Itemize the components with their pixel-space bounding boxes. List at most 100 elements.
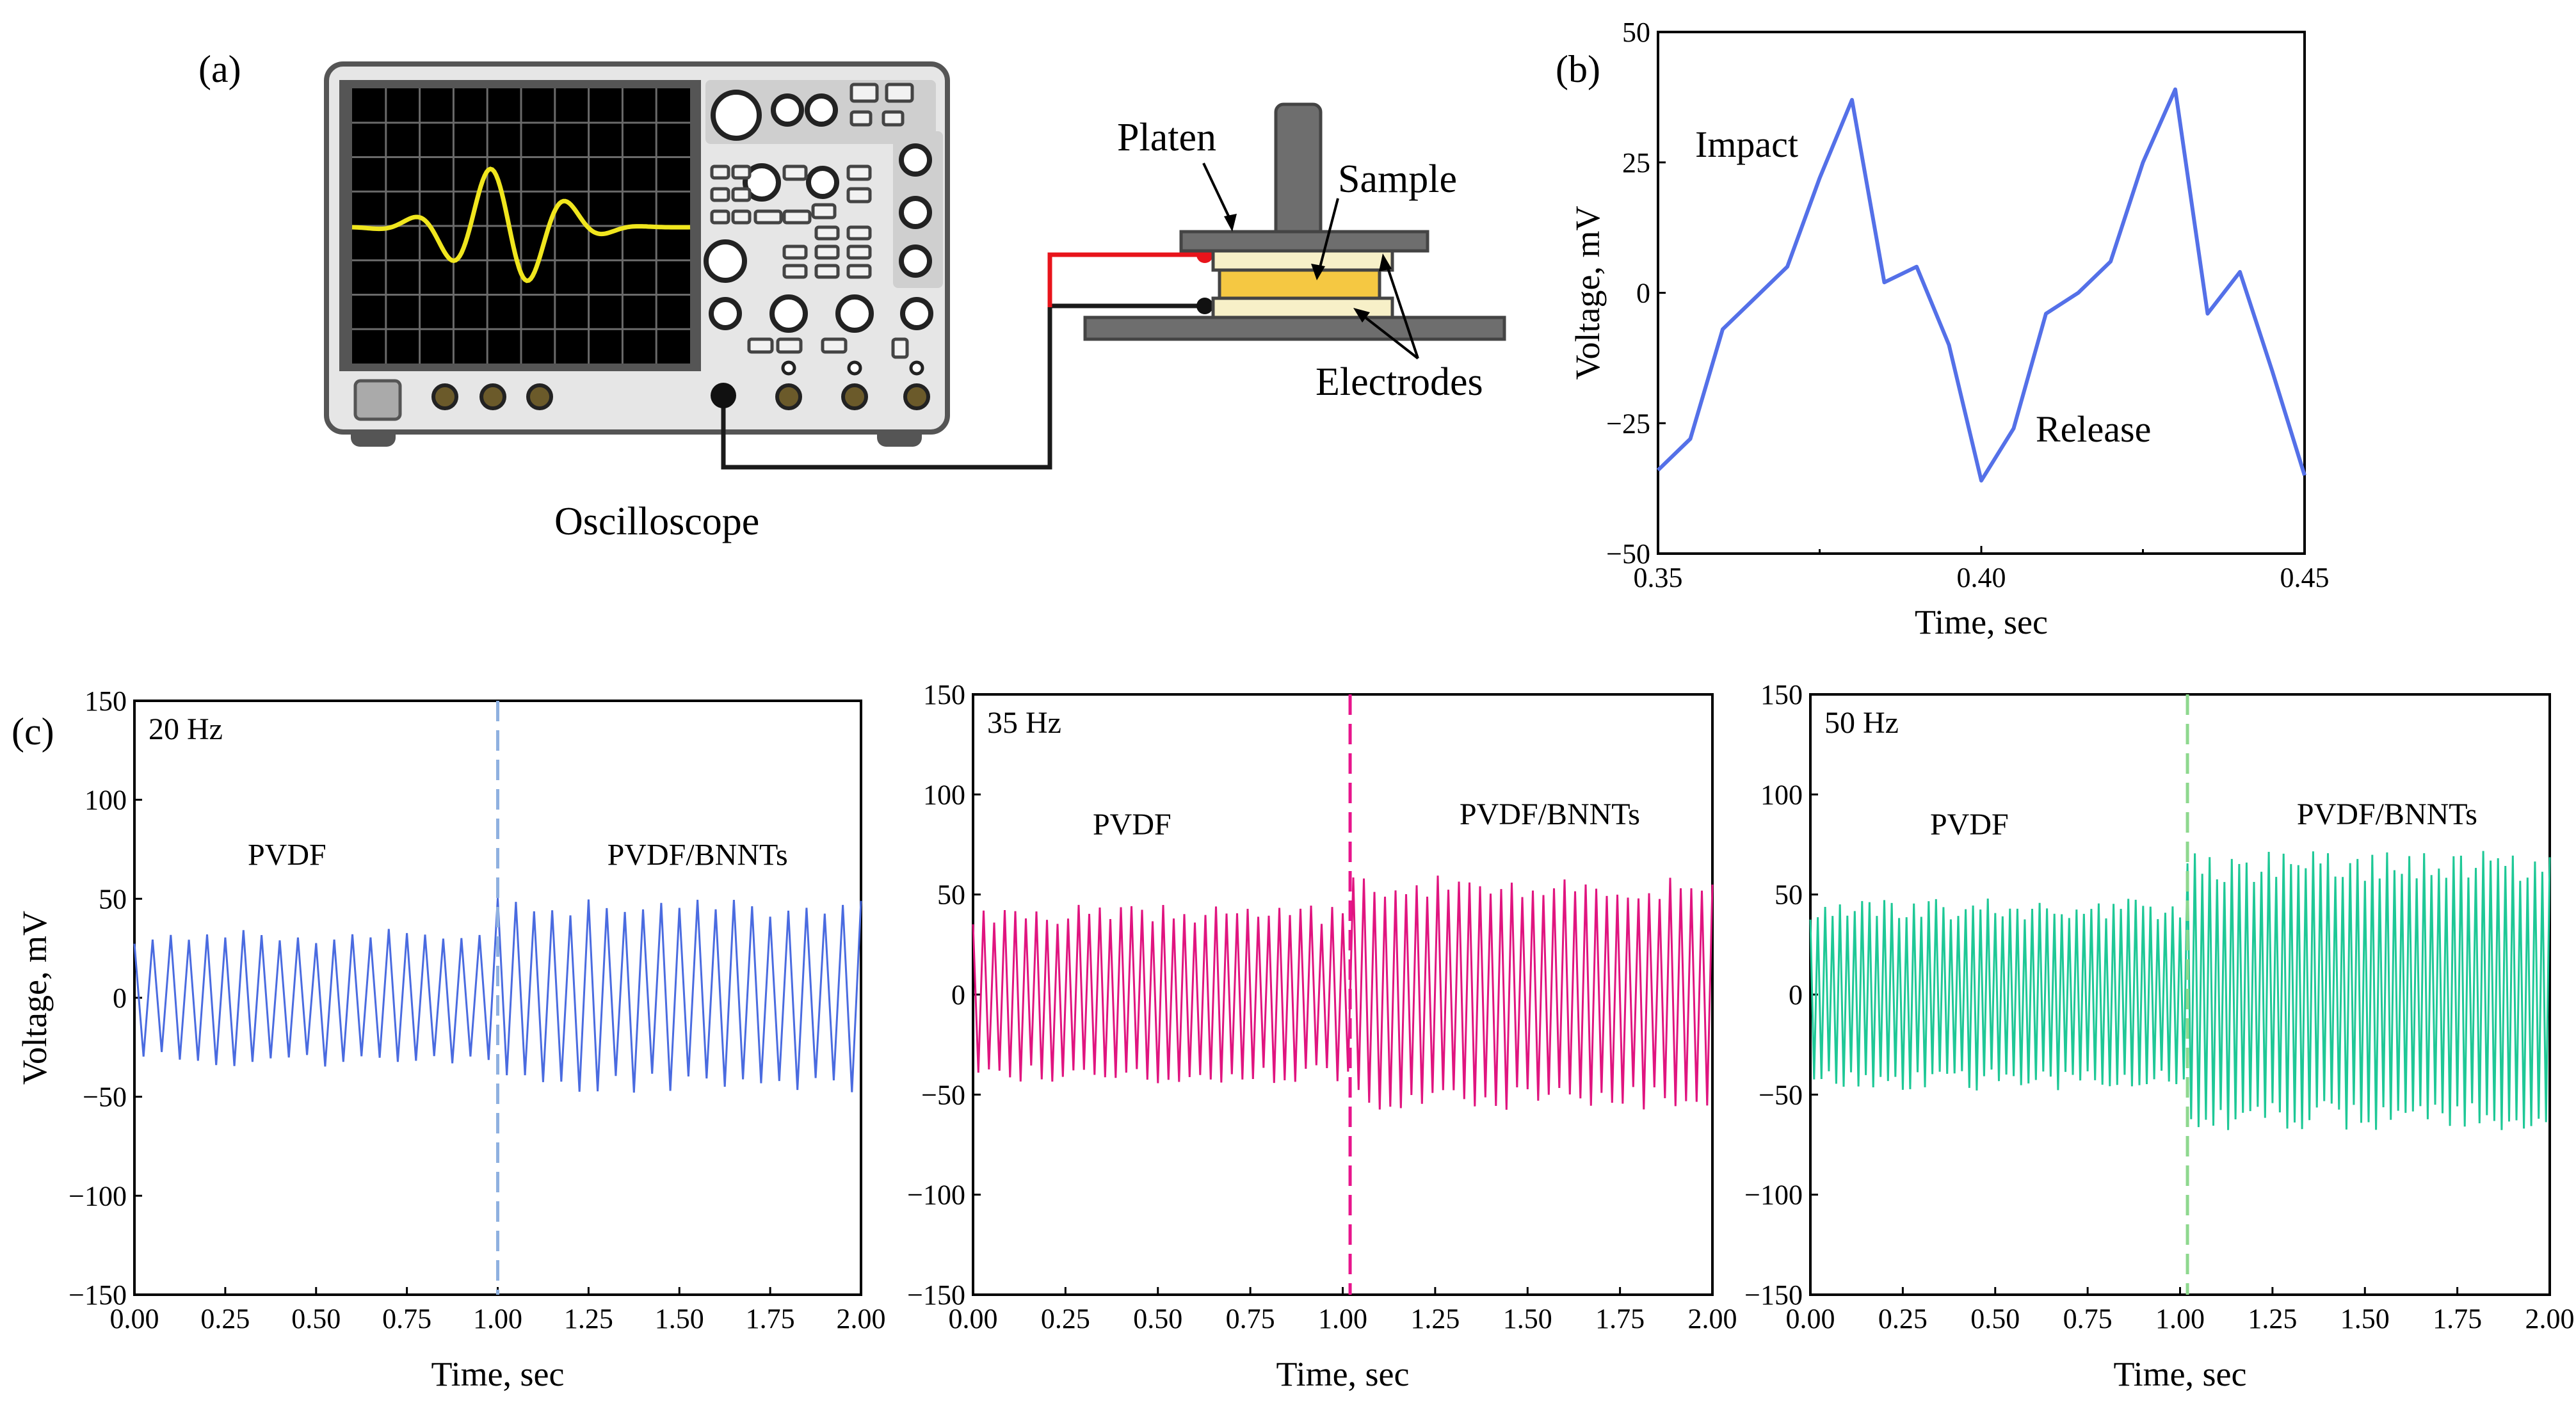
x-tick-label: 0.00 (110, 1303, 159, 1334)
top-electrode (1211, 249, 1394, 272)
panel-button (846, 164, 872, 181)
x-tick-label: 1.75 (2433, 1303, 2482, 1334)
panel-c2-series-pvdf-label: PVDF (1093, 808, 1171, 842)
panel-button (782, 209, 812, 225)
wires (711, 246, 1213, 470)
y-tick-label: 150 (923, 679, 965, 710)
x-tick-label: 1.25 (564, 1303, 613, 1334)
input-jacks (431, 360, 930, 410)
panel-button (731, 187, 752, 202)
x-tick-label: 0.45 (2280, 562, 2330, 593)
x-tick-label: 1.75 (746, 1303, 795, 1334)
x-tick-label: 0.50 (291, 1303, 341, 1334)
panel-button (846, 225, 872, 241)
panel-button (891, 337, 909, 359)
panel-c3-series-pvdf-bnnts-label: PVDF/BNNTs (2297, 797, 2477, 831)
x-tick-label: 1.50 (1503, 1303, 1552, 1334)
panel-b-label: (b) (1556, 48, 1600, 90)
panel-button (710, 164, 730, 180)
panel-button (849, 110, 873, 127)
y-tick-label: −150 (68, 1279, 127, 1311)
panel-c2-x-axis-title: Time, sec (1276, 1355, 1409, 1393)
y-tick-label: 0 (113, 982, 127, 1014)
panel-c3-series-pvdf-label: PVDF (1930, 808, 2009, 842)
y-tick-label: −50 (921, 1079, 965, 1110)
y-tick-label: 100 (923, 779, 965, 810)
knob (899, 143, 932, 177)
panel-c3-voltage-signal (1809, 851, 2551, 1130)
panel-c1-ticks: 0.00 0.25 0.50 0.75 1.00 1.25 1.50 1.75 2.00 150 1… (68, 685, 885, 1334)
knob (900, 297, 933, 330)
panel-button (753, 209, 783, 225)
probe-connector (711, 383, 736, 408)
panel-button (849, 83, 879, 103)
bottom-platen (1083, 316, 1506, 341)
y-tick-label: 50 (99, 883, 127, 915)
panel-b-voltage-line (1656, 87, 2306, 483)
panel-button (846, 187, 872, 204)
panel-button (782, 264, 808, 279)
platen-shaft (1274, 102, 1323, 241)
panel-c1-frequency-label: 20 Hz (149, 712, 223, 746)
panel-button (710, 187, 730, 202)
panel-button (846, 244, 872, 260)
x-tick-label: 1.50 (2340, 1303, 2390, 1334)
knob (806, 166, 839, 199)
panel-c2-frequency-label: 35 Hz (987, 706, 1061, 740)
panel-c1-chart: 0.00 0.25 0.50 0.75 1.00 1.25 1.50 1.75 2.00 150 1… (15, 685, 886, 1393)
x-tick-label: 1.00 (2155, 1303, 2205, 1334)
panel-button (846, 264, 872, 279)
knob (899, 244, 932, 278)
panel-button (814, 264, 840, 279)
input-jack (479, 383, 506, 410)
platen-label: Platen (1117, 116, 1216, 159)
electrode-arrowhead-bottom (1353, 308, 1370, 323)
knob (709, 297, 742, 330)
y-tick-label: 100 (1760, 779, 1803, 810)
y-tick-label: 150 (85, 685, 127, 717)
sample-arrowhead (1311, 264, 1325, 280)
electrode-arrow-bottom (1359, 312, 1419, 360)
panel-c1-voltage-signal (133, 898, 862, 1093)
platen-arrowhead (1224, 214, 1237, 232)
press-assembly (1083, 102, 1506, 341)
x-tick-label: 0.25 (200, 1303, 250, 1334)
oscilloscope (324, 61, 950, 447)
x-tick-label: 0.75 (2063, 1303, 2113, 1334)
release-annotation: Release (2036, 408, 2151, 450)
sample-label: Sample (1338, 157, 1457, 201)
panel-a-schematic: (a) (198, 48, 1506, 543)
panel-b-chart: (b) 0.35 0.40 0.45 50 25 0 −25 −50 Time, sec Vo… (1556, 17, 2330, 641)
electrodes-label: Electrodes (1316, 360, 1483, 404)
y-tick-label: 25 (1622, 147, 1650, 179)
panel-b-y-axis-title: Voltage, mV (1568, 206, 1607, 380)
panel-c3-frequency-label: 50 Hz (1824, 706, 1899, 740)
y-tick-label: 0 (1636, 278, 1650, 309)
y-tick-label: 100 (85, 785, 127, 816)
x-tick-label: 0.50 (1133, 1303, 1182, 1334)
x-tick-label: 0.00 (949, 1303, 998, 1334)
panel-button (821, 337, 848, 354)
y-tick-label: 50 (1622, 17, 1650, 48)
panel-c1-x-axis-title: Time, sec (431, 1355, 564, 1393)
platen-arrow (1202, 163, 1234, 225)
panel-c1-series-pvdf-bnnts-label: PVDF/BNNTs (608, 838, 788, 872)
power-button (353, 379, 402, 421)
knob (704, 239, 747, 283)
y-tick-label: −150 (1744, 1279, 1803, 1311)
y-tick-label: 0 (1789, 979, 1803, 1011)
knob (805, 93, 838, 127)
x-tick-label: 0.00 (1786, 1303, 1835, 1334)
panel-button (814, 244, 840, 260)
panel-button (747, 337, 774, 354)
control-knobs (704, 90, 933, 333)
black-wire-tip (1196, 298, 1213, 314)
x-tick-label: 0.40 (1957, 562, 2006, 593)
x-tick-label: 1.50 (655, 1303, 704, 1334)
x-tick-label: 1.25 (1410, 1303, 1460, 1334)
y-tick-label: 50 (1775, 879, 1803, 911)
y-tick-label: −100 (68, 1180, 127, 1212)
panel-b-ticks: 0.35 0.40 0.45 50 25 0 −25 −50 (1606, 17, 2329, 593)
x-tick-label: 2.00 (1688, 1303, 1737, 1334)
x-tick-label: 1.25 (2248, 1303, 2297, 1334)
